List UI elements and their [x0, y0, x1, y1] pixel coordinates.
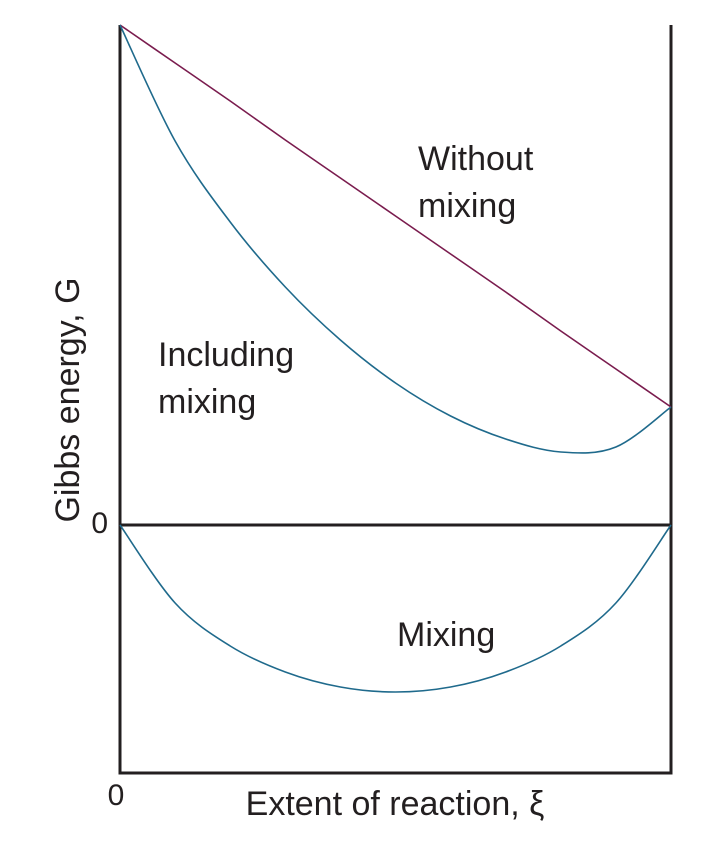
x-tick-label: 0: [108, 779, 125, 812]
annotation: mixing: [418, 187, 516, 225]
curve: [119, 524, 672, 693]
x-axis-label: Extent of reaction, ξ: [246, 785, 545, 823]
annotation: Including: [158, 336, 294, 374]
annotation: Without: [418, 140, 534, 178]
axis-frame: [118, 25, 673, 775]
annotation: mixing: [158, 383, 256, 421]
annotation: Mixing: [397, 616, 495, 654]
curve: [119, 24, 672, 408]
y-tick-label: 0: [91, 507, 108, 540]
y-axis-label: Gibbs energy, G: [49, 277, 87, 522]
curve: [119, 24, 672, 454]
